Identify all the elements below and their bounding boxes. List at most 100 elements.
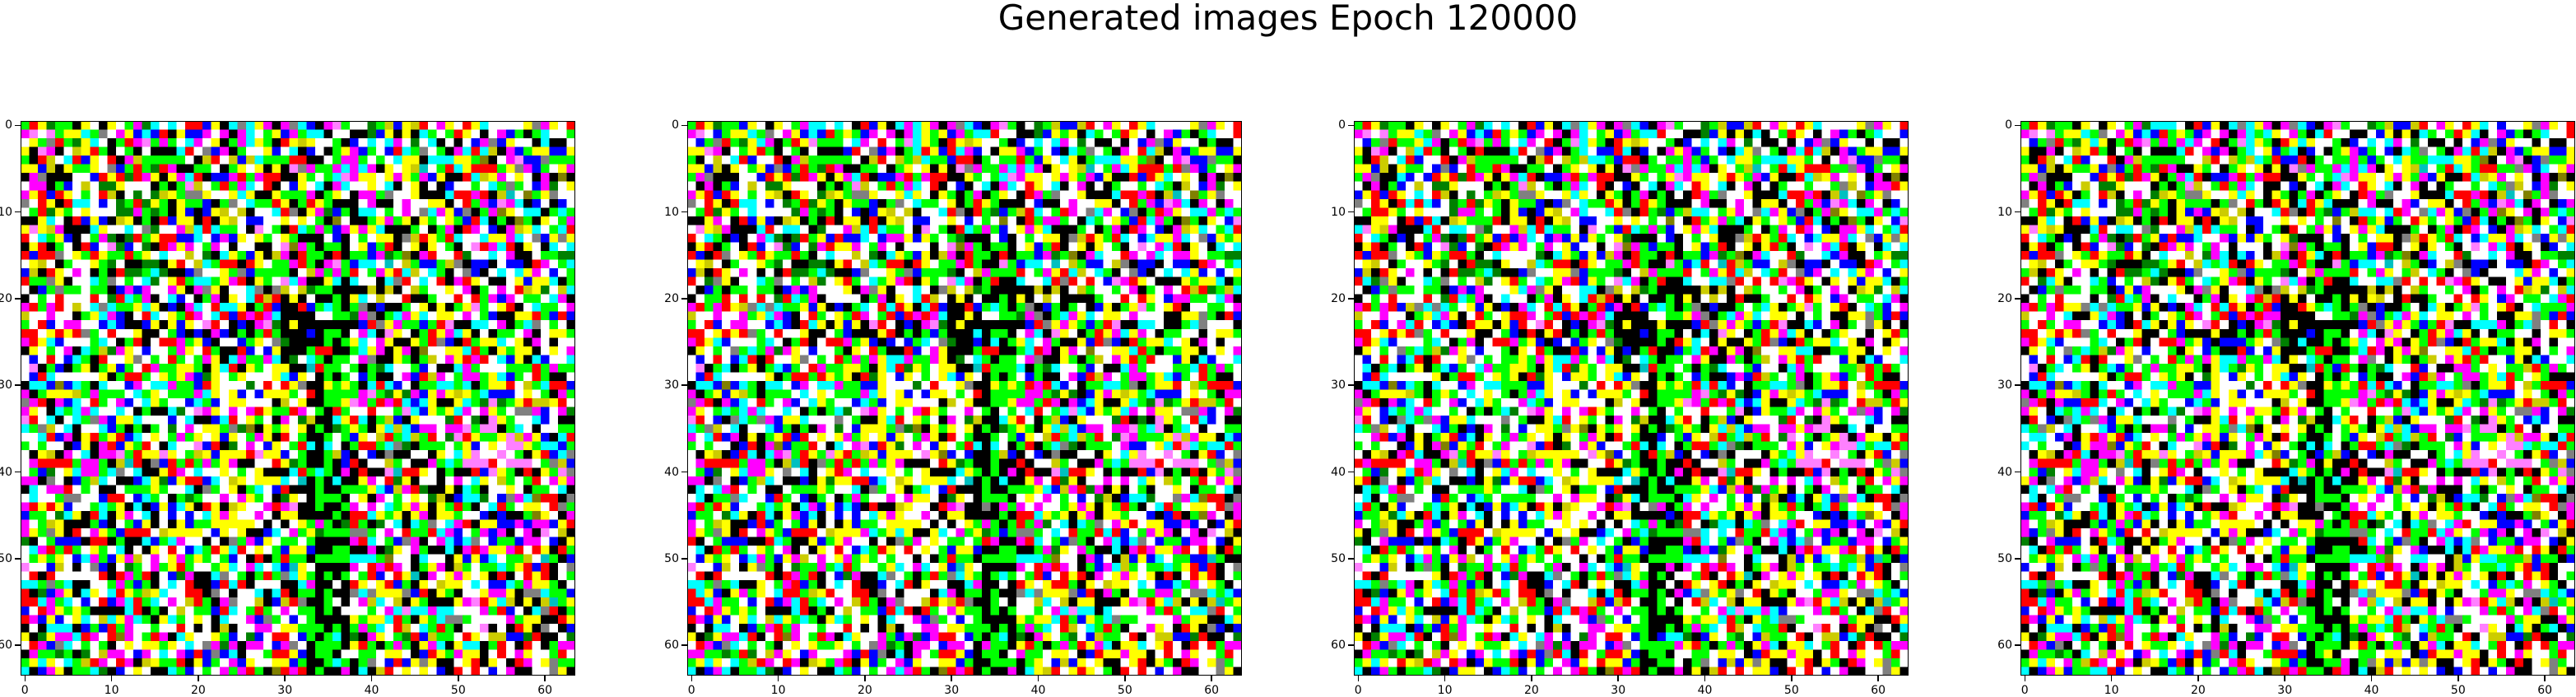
x-tick-mark: [777, 676, 779, 681]
x-tick-label: 60: [537, 684, 553, 697]
y-tick-mark: [681, 644, 687, 646]
y-tick-label: 0: [2005, 118, 2012, 132]
y-tick-label: 50: [1997, 551, 2012, 565]
x-tick-label: 20: [190, 684, 206, 697]
generated-image: [21, 121, 575, 676]
y-tick-label: 50: [664, 551, 679, 565]
y-tick-label: 20: [1331, 291, 1346, 305]
y-tick-mark: [15, 211, 21, 213]
x-tick-label: 20: [857, 684, 872, 697]
x-tick-label: 30: [277, 684, 293, 697]
y-tick-mark: [2015, 211, 2020, 213]
x-tick-mark: [690, 676, 693, 681]
x-tick-mark: [1037, 676, 1039, 681]
x-tick-label: 0: [21, 684, 29, 697]
y-tick-mark: [681, 211, 687, 213]
y-tick-mark: [15, 471, 21, 473]
y-tick-mark: [15, 644, 21, 646]
x-tick-label: 60: [2537, 684, 2553, 697]
y-tick-label: 0: [672, 118, 679, 132]
y-tick-mark: [2015, 471, 2020, 473]
x-tick-mark: [2284, 676, 2285, 681]
x-tick-mark: [284, 676, 286, 681]
y-tick-label: 30: [664, 379, 679, 393]
y-tick-mark: [15, 298, 21, 300]
generated-image: [687, 121, 1242, 676]
x-tick-label: 0: [1354, 684, 1362, 697]
x-tick-label: 50: [1783, 684, 1799, 697]
x-tick-label: 30: [944, 684, 960, 697]
y-tick-label: 10: [1997, 205, 2012, 219]
y-tick-mark: [681, 384, 687, 386]
x-tick-label: 10: [104, 684, 119, 697]
generated-image: [2020, 121, 2575, 676]
y-tick-mark: [2015, 558, 2020, 560]
x-tick-mark: [951, 676, 952, 681]
y-tick-mark: [681, 471, 687, 473]
x-tick-label: 60: [1204, 684, 1220, 697]
y-tick-label: 40: [0, 465, 12, 479]
x-tick-mark: [1124, 676, 1126, 681]
x-tick-mark: [2110, 676, 2113, 681]
x-tick-mark: [2457, 676, 2459, 681]
x-tick-mark: [2544, 676, 2546, 681]
y-tick-mark: [681, 124, 687, 127]
x-tick-label: 20: [1523, 684, 1539, 697]
y-tick-label: 50: [1331, 551, 1346, 565]
y-tick-mark: [1348, 644, 1354, 646]
y-tick-mark: [15, 558, 21, 560]
x-tick-mark: [1791, 676, 1793, 681]
y-tick-label: 10: [0, 205, 12, 219]
x-tick-label: 20: [2190, 684, 2206, 697]
y-tick-mark: [1348, 558, 1354, 560]
x-tick-mark: [1877, 676, 1879, 681]
y-tick-mark: [2015, 644, 2020, 646]
y-tick-mark: [15, 124, 21, 127]
y-tick-mark: [2015, 384, 2020, 386]
y-tick-label: 0: [5, 118, 12, 132]
x-tick-label: 0: [2020, 684, 2029, 697]
y-tick-mark: [1348, 211, 1354, 213]
y-tick-mark: [15, 384, 21, 386]
x-tick-label: 10: [1437, 684, 1453, 697]
y-tick-label: 50: [0, 551, 12, 565]
x-tick-label: 50: [1117, 684, 1132, 697]
x-tick-label: 40: [2364, 684, 2379, 697]
figure-title: Generated images Epoch 120000: [997, 0, 1579, 38]
x-tick-mark: [2197, 676, 2199, 681]
y-tick-label: 30: [1997, 379, 2012, 393]
y-tick-label: 40: [1331, 465, 1346, 479]
y-tick-label: 60: [1997, 639, 2012, 653]
x-tick-label: 10: [2104, 684, 2119, 697]
x-tick-label: 10: [770, 684, 786, 697]
x-tick-mark: [1617, 676, 1619, 681]
x-tick-label: 40: [1030, 684, 1046, 697]
x-tick-mark: [2370, 676, 2373, 681]
x-tick-label: 0: [687, 684, 695, 697]
x-tick-mark: [1444, 676, 1446, 681]
x-tick-mark: [1211, 676, 1212, 681]
x-tick-mark: [1704, 676, 1706, 681]
y-tick-label: 20: [1997, 291, 2012, 305]
x-tick-mark: [110, 676, 113, 681]
x-tick-mark: [864, 676, 866, 681]
x-tick-mark: [198, 676, 199, 681]
y-tick-label: 20: [664, 291, 679, 305]
x-tick-label: 50: [450, 684, 466, 697]
x-tick-mark: [544, 676, 546, 681]
y-tick-label: 20: [0, 291, 12, 305]
x-tick-label: 30: [2277, 684, 2293, 697]
x-tick-mark: [370, 676, 373, 681]
x-tick-mark: [458, 676, 459, 681]
generated-image: [1354, 121, 1909, 676]
y-tick-mark: [681, 558, 687, 560]
y-tick-mark: [2015, 298, 2020, 300]
y-tick-mark: [1348, 124, 1354, 127]
y-tick-mark: [2015, 124, 2020, 127]
y-tick-mark: [1348, 384, 1354, 386]
generated-image-panel: 0 10 20 30 40 50 60 0 10 20 30 40 50 60: [0, 0, 1909, 697]
y-tick-label: 10: [1331, 205, 1346, 219]
y-tick-label: 30: [0, 379, 12, 393]
y-tick-label: 40: [664, 465, 679, 479]
